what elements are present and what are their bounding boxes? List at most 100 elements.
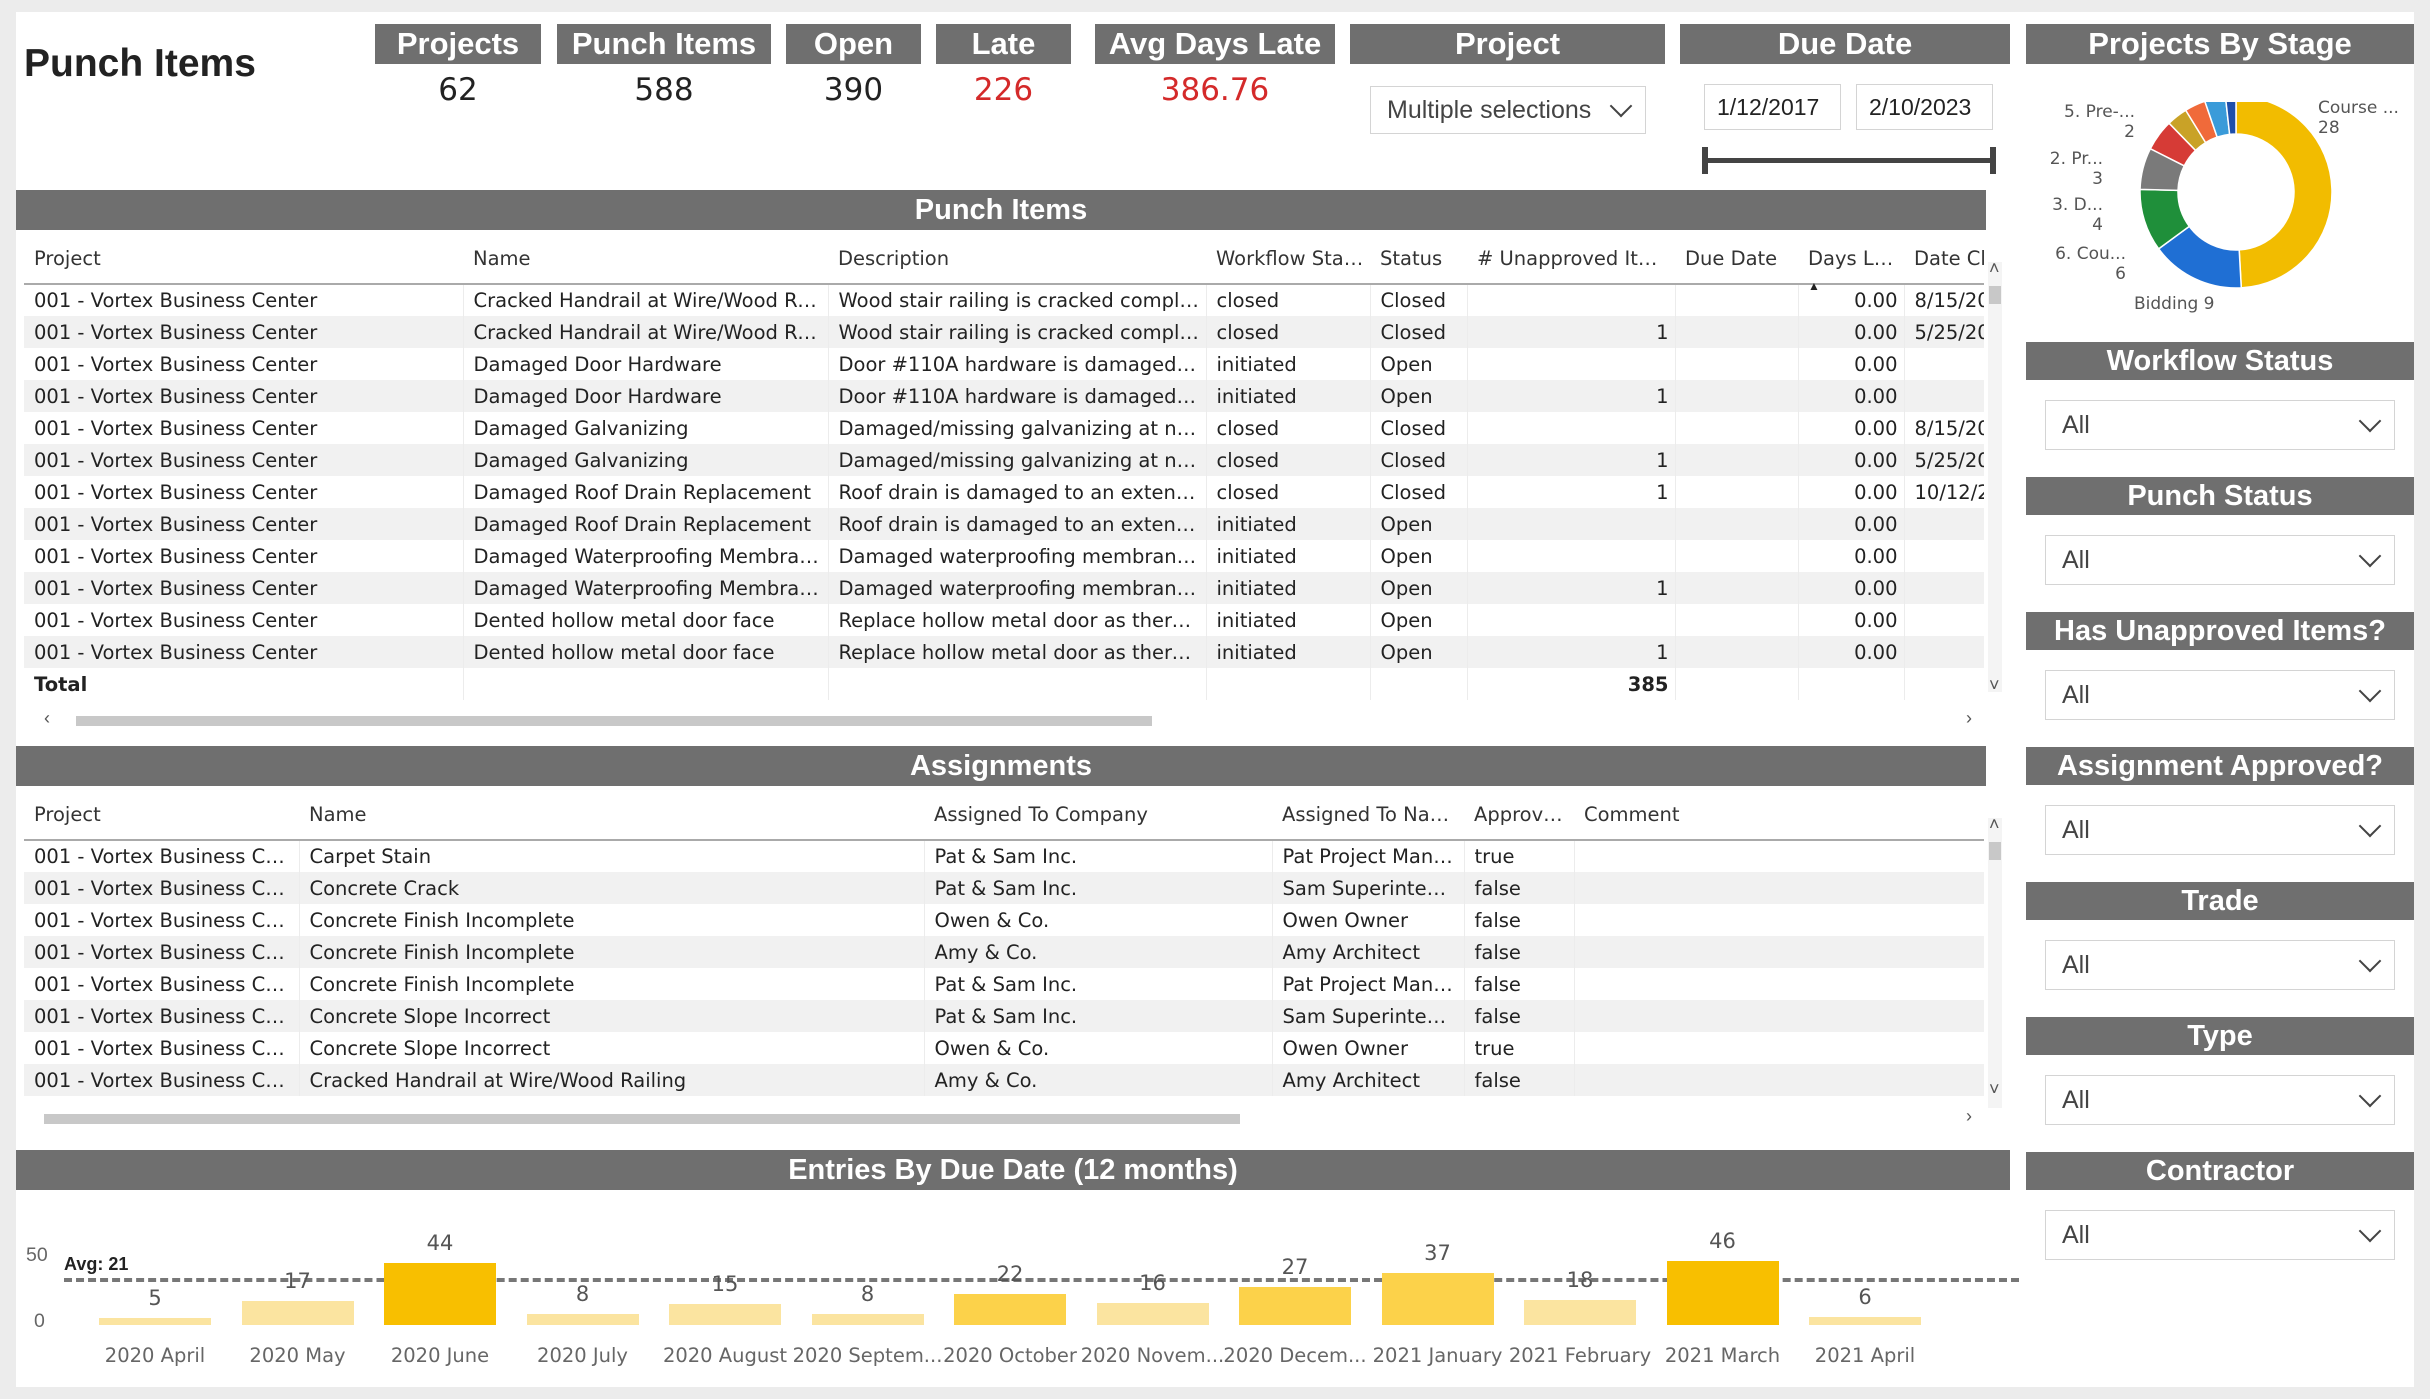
chart-bar[interactable]	[99, 1318, 211, 1325]
table-row[interactable]: 001 - Vortex Business Center Dented hollo…	[24, 604, 1984, 636]
scroll-down-icon[interactable]: ˅	[1989, 675, 2000, 695]
donut-label-bidding: Bidding 9	[2134, 294, 2215, 314]
col-date-closed[interactable]: Date Clos	[1904, 234, 1984, 285]
table-row[interactable]: 001 - Vortex Business Center Cracked Hand…	[24, 316, 1984, 348]
table-row[interactable]: 001 - Vortex Business Center Damaged Roof…	[24, 476, 1984, 508]
table-row[interactable]: 001 - Vortex Business Center Concrete Slo…	[24, 1032, 1984, 1064]
chart-bar[interactable]	[1809, 1316, 1921, 1325]
slicer-dropdown[interactable]: All	[2045, 535, 2395, 585]
due-date-end-input[interactable]: 2/10/2023	[1856, 84, 1993, 130]
col-comment[interactable]: Comment	[1574, 790, 1984, 841]
table-row[interactable]: 001 - Vortex Business Center Damaged Galv…	[24, 412, 1984, 444]
donut-slice[interactable]	[2235, 102, 2333, 289]
assignments-header-row: Project Name Assigned To Company Assigne…	[24, 790, 1984, 841]
x-axis-label: 2020 October	[943, 1344, 1077, 1367]
table-cell: Damaged Waterproofing Membrane	[463, 572, 829, 604]
chart-bar[interactable]	[1381, 1273, 1494, 1325]
slicer-dropdown[interactable]: All	[2045, 805, 2395, 855]
table-row[interactable]: 001 - Vortex Business Center Damaged Wate…	[24, 540, 1984, 572]
col-due-date[interactable]: Due Date	[1675, 234, 1798, 285]
slicer-dropdown[interactable]: All	[2045, 670, 2395, 720]
table-row[interactable]: 001 - Vortex Business Center Carpet Stain…	[24, 840, 1984, 872]
chart-bar[interactable]	[384, 1263, 496, 1325]
bar-value-label: 6	[1858, 1284, 1872, 1309]
bar-value-label: 46	[1709, 1228, 1736, 1253]
col-assigned-name[interactable]: Assigned To Name	[1272, 790, 1464, 841]
col-project[interactable]: Project	[24, 234, 463, 285]
table-row[interactable]: 001 - Vortex Business Center Damaged Roof…	[24, 508, 1984, 540]
due-date-start-input[interactable]: 1/12/2017	[1704, 84, 1841, 130]
col-description[interactable]: Description	[828, 234, 1206, 285]
table-cell: 1	[1467, 636, 1676, 668]
table-cell: Pat & Sam Inc.	[924, 872, 1273, 904]
col-status[interactable]: Status	[1370, 234, 1467, 285]
date-range-slider-track[interactable]	[1704, 158, 1994, 163]
punch-items-vertical-scrollbar[interactable]	[1988, 262, 2002, 692]
chart-bar[interactable]	[1666, 1260, 1779, 1325]
table-cell	[1675, 284, 1799, 316]
scroll-down-icon[interactable]: ˅	[1989, 1079, 2000, 1099]
col-project[interactable]: Project	[24, 790, 299, 841]
scroll-right-icon[interactable]: ›	[1966, 708, 1972, 728]
chart-bar[interactable]	[669, 1304, 781, 1325]
scrollbar-thumb[interactable]	[44, 1114, 1240, 1124]
scrollbar-thumb[interactable]	[76, 716, 1152, 726]
table-row[interactable]: 001 - Vortex Business Center Dented hollo…	[24, 636, 1984, 668]
table-cell: Damaged/missing galvanizing at north...	[828, 412, 1207, 444]
table-cell: initiated	[1206, 540, 1371, 572]
chart-bar[interactable]	[1239, 1287, 1351, 1325]
table-row[interactable]: 001 - Vortex Business Center Cracked Hand…	[24, 1064, 1984, 1096]
assignments-vertical-scrollbar[interactable]	[1988, 818, 2002, 1108]
scrollbar-thumb[interactable]	[1989, 286, 2001, 304]
table-cell: Pat & Sam Inc.	[924, 968, 1273, 1000]
table-row[interactable]: 001 - Vortex Business Center Cracked Hand…	[24, 284, 1984, 316]
col-name[interactable]: Name	[463, 234, 828, 285]
date-range-end-handle[interactable]	[1990, 147, 1996, 174]
table-cell	[1675, 604, 1799, 636]
slicer-dropdown[interactable]: All	[2045, 1075, 2395, 1125]
col-unapproved-items[interactable]: # Unapproved Items	[1467, 234, 1675, 285]
slicer-dropdown[interactable]: All	[2045, 940, 2395, 990]
table-row[interactable]: 001 - Vortex Business Center Concrete Fin…	[24, 904, 1984, 936]
table-cell: 001 - Vortex Business Center	[24, 444, 464, 476]
kpi-avg-days-late-header: Avg Days Late	[1095, 24, 1335, 64]
project-filter-dropdown[interactable]: Multiple selections	[1370, 86, 1646, 134]
table-row[interactable]: 001 - Vortex Business Center Concrete Slo…	[24, 1000, 1984, 1032]
chart-bar[interactable]	[241, 1301, 354, 1325]
projects-by-stage-donut[interactable]	[2116, 102, 2356, 342]
table-cell: false	[1464, 968, 1575, 1000]
scroll-left-icon[interactable]: ‹	[44, 708, 50, 728]
chart-bar[interactable]	[954, 1294, 1066, 1325]
scroll-up-icon[interactable]: ˄	[1989, 814, 2000, 834]
col-name[interactable]: Name	[299, 790, 924, 841]
assignments-horizontal-scrollbar[interactable]: ›	[26, 1106, 1988, 1128]
table-cell: Owen & Co.	[924, 1032, 1273, 1064]
donut-slice[interactable]	[2225, 102, 2237, 136]
table-row[interactable]: 001 - Vortex Business Center Damaged Door…	[24, 348, 1984, 380]
date-range-start-handle[interactable]	[1702, 147, 1708, 174]
scrollbar-thumb[interactable]	[1989, 842, 2001, 860]
entries-bar-chart[interactable]: 50 0 Avg: 21 5 2020 April 17 2020 May 44 2020…	[16, 1194, 2019, 1387]
table-row[interactable]: 001 - Vortex Business Center Damaged Wate…	[24, 572, 1984, 604]
col-approved[interactable]: Approved?	[1464, 790, 1574, 841]
table-row[interactable]: 001 - Vortex Business Center Concrete Fin…	[24, 968, 1984, 1000]
table-cell	[1675, 668, 1799, 700]
slicer-dropdown[interactable]: All	[2045, 400, 2395, 450]
chart-bar[interactable]	[1096, 1302, 1209, 1325]
chart-bar[interactable]	[526, 1313, 639, 1325]
chart-bar[interactable]	[811, 1313, 924, 1325]
table-row[interactable]: 001 - Vortex Business Center Concrete Cra…	[24, 872, 1984, 904]
chart-bar[interactable]	[1524, 1299, 1636, 1325]
table-cell: Concrete Slope Incorrect	[299, 1032, 925, 1064]
punch-items-horizontal-scrollbar[interactable]: ‹ ›	[26, 708, 1988, 730]
col-workflow-status[interactable]: Workflow Status	[1206, 234, 1370, 285]
table-row[interactable]: 001 - Vortex Business Center Damaged Galv…	[24, 444, 1984, 476]
scroll-right-icon[interactable]: ›	[1966, 1106, 1972, 1126]
slicer-dropdown[interactable]: All	[2045, 1210, 2395, 1260]
table-cell	[1574, 1000, 1984, 1032]
table-row[interactable]: 001 - Vortex Business Center Concrete Fin…	[24, 936, 1984, 968]
col-assigned-company[interactable]: Assigned To Company	[924, 790, 1272, 841]
col-days-late[interactable]: Days Late	[1798, 234, 1904, 285]
scroll-up-icon[interactable]: ˄	[1989, 258, 2000, 278]
table-row[interactable]: 001 - Vortex Business Center Damaged Door…	[24, 380, 1984, 412]
